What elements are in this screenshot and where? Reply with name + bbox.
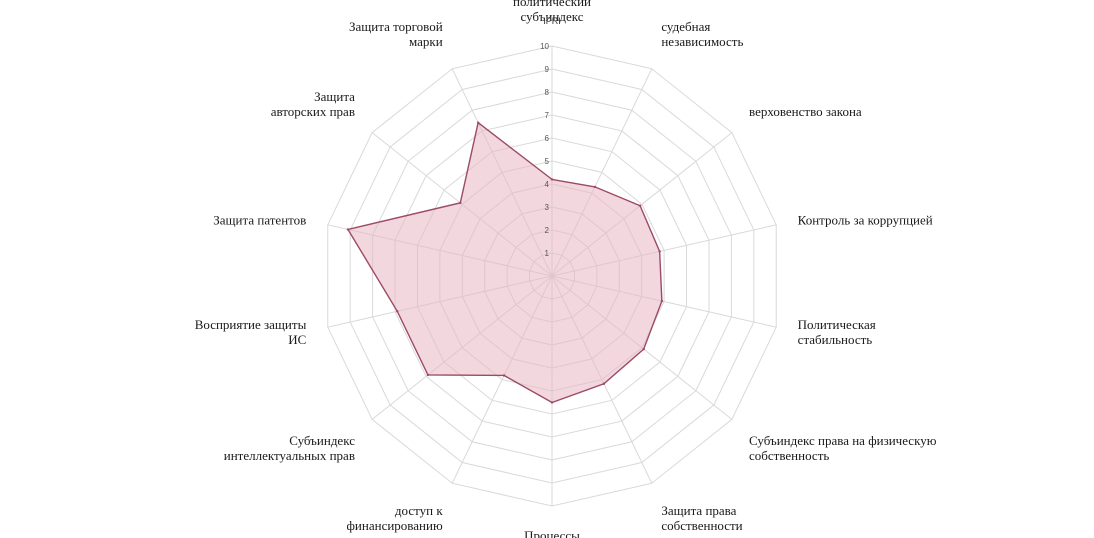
data-point-9 [426, 373, 430, 377]
category-label-8: доступ к финансированию [347, 503, 444, 533]
category-label-10: Восприятие защиты ИС [195, 317, 307, 347]
data-point-0 [550, 178, 554, 181]
category-label-9: Субъиндекс интеллектуальных прав [224, 433, 355, 463]
data-point-1 [593, 185, 597, 189]
tick-label-5: 5 [545, 157, 550, 166]
category-label-line: доступ к [395, 503, 443, 518]
tick-label-2: 2 [545, 226, 550, 235]
tick-label-1: 1 [545, 249, 550, 258]
category-label-line: судебная [661, 19, 710, 34]
category-label-line: Защита торговой [349, 19, 443, 34]
category-label-line: Защита права [661, 503, 736, 518]
tick-label-10: 10 [540, 42, 549, 51]
data-point-2 [638, 204, 642, 207]
data-point-8 [502, 374, 506, 377]
category-label-line: стабильность [798, 332, 873, 347]
category-label-2: верховенство закона [749, 104, 862, 119]
category-label-line: Политическая [798, 317, 876, 332]
category-label-13: Защита торговой марки [349, 19, 443, 49]
category-label-line: независимость [661, 34, 743, 49]
category-label-line: финансированию [347, 518, 443, 533]
tick-labels: 1 2 3 4 5 6 7 8 9 10 [540, 42, 549, 258]
data-point-13 [476, 121, 480, 124]
data-point-6 [602, 382, 606, 385]
category-label-line: авторских прав [271, 104, 355, 119]
category-label-line: верховенство закона [749, 104, 862, 119]
data-point-5 [642, 347, 645, 351]
category-label-line: Контроль за коррупцией [798, 212, 933, 227]
data-point-3 [658, 250, 661, 253]
category-label-line: марки [409, 34, 443, 49]
category-label-line: Субъиндекс [289, 433, 355, 448]
category-label-1: судебная независимость [661, 19, 743, 49]
category-label-11: Защита патентов [213, 212, 306, 227]
data-point-10 [396, 310, 399, 313]
category-label-12: Защита авторских прав [271, 89, 355, 119]
category-label-line: собственность [749, 448, 829, 463]
category-label-line: Защита [314, 89, 355, 104]
data-area-layer [346, 121, 664, 404]
category-label-line: интеллектуальных прав [224, 448, 355, 463]
tick-label-7: 7 [545, 111, 550, 120]
category-label-3: Контроль за коррупцией [798, 212, 933, 227]
tick-label-4: 4 [545, 180, 550, 189]
top-axis-label: IPRI [543, 16, 561, 26]
tick-label-6: 6 [545, 134, 550, 143]
data-point-11 [346, 228, 350, 231]
category-label-5: Субъиндекс права на физическую собственно… [749, 433, 937, 463]
tick-label-9: 9 [545, 65, 550, 74]
category-label-line: Восприятие защиты [195, 317, 307, 332]
category-label-line: Субъиндекс права на физическую [749, 433, 937, 448]
category-label-0: Законный иполитическийсубъиндекс [513, 0, 591, 24]
category-label-6: Защита права собственности [661, 503, 742, 533]
data-point-12 [459, 201, 462, 205]
category-label-line: политический [513, 0, 591, 9]
data-area [346, 121, 663, 404]
data-point-4 [660, 299, 664, 303]
category-label-line: ИС [288, 332, 306, 347]
category-label-line: Процессы [524, 528, 580, 538]
category-label-line: Защита патентов [213, 212, 306, 227]
category-label-line: собственности [661, 518, 742, 533]
tick-label-3: 3 [545, 203, 550, 212]
category-label-7: Процессырегистрации [517, 528, 586, 538]
data-point-7 [550, 401, 554, 404]
category-label-line: субъиндекс [520, 9, 583, 24]
category-label-4: Политическая стабильность [798, 317, 876, 347]
category-labels: Законный иполитическийсубъиндекс судебная… [195, 0, 937, 538]
tick-label-8: 8 [545, 88, 550, 97]
